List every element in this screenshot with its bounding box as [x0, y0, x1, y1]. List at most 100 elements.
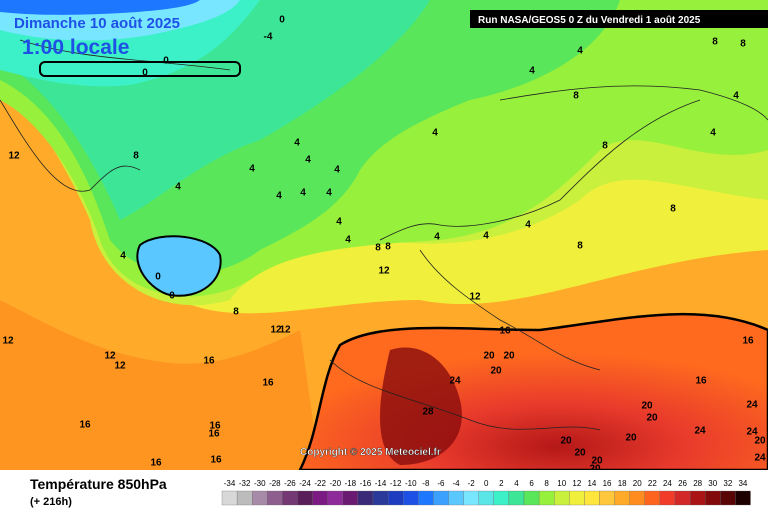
contour-label: 8 [740, 39, 746, 50]
contour-label: 4 [305, 155, 311, 166]
copyright: Copyright © 2025 Meteociel.fr [300, 447, 441, 458]
scale-label: -2 [468, 479, 476, 488]
contour-label: 16 [209, 421, 221, 432]
scale-label: -10 [405, 479, 417, 488]
scale-label: -4 [452, 479, 460, 488]
scale-swatch [448, 490, 464, 506]
contour-label: 8 [375, 243, 381, 254]
scale-label: 4 [514, 479, 519, 488]
scale-swatch [312, 490, 328, 506]
contour-label: 20 [641, 401, 653, 412]
contour-label: 8 [233, 307, 239, 318]
contour-label: 8 [573, 91, 579, 102]
contour-label: 16 [499, 326, 511, 337]
contour-label: -4 [264, 32, 273, 43]
contour-label: 20 [560, 436, 572, 447]
scale-label: -34 [224, 479, 236, 488]
contour-label: 16 [79, 420, 91, 431]
scale-swatch [493, 490, 510, 506]
contour-label: 4 [276, 191, 282, 202]
field-title: Température 850hPa [30, 476, 167, 492]
contour-label: 20 [625, 433, 637, 444]
contour-label: 24 [754, 453, 766, 464]
contour-label: 4 [336, 217, 342, 228]
scale-label: 2 [499, 479, 504, 488]
scale-label: 18 [618, 479, 627, 488]
contour-label: 16 [262, 378, 274, 389]
contour-label: 20 [591, 456, 603, 467]
scale-swatch [252, 490, 268, 506]
scale-label: -28 [269, 479, 281, 488]
scale-swatch [644, 490, 661, 506]
contour-label: 12 [8, 151, 20, 162]
scale-swatch [720, 490, 736, 506]
scale-swatch [433, 490, 449, 506]
scale-swatch [403, 490, 419, 506]
scale-label: 34 [738, 479, 747, 488]
contour-label: 4 [577, 46, 583, 57]
contour-label: 4 [710, 128, 716, 139]
contour-label: 8 [712, 37, 718, 48]
forecast-time: 1:00 locale [22, 36, 129, 59]
contour-label: 24 [449, 376, 461, 387]
scale-label: 16 [603, 479, 612, 488]
scale-swatch [674, 490, 691, 506]
scale-swatch [387, 490, 404, 506]
scale-swatch [297, 490, 313, 506]
scale-label: -8 [422, 479, 430, 488]
contour-label: 4 [175, 182, 181, 193]
scale-swatch [418, 490, 434, 506]
contour-label: 12 [114, 361, 126, 372]
color-scale: -34 -32 -30 -28 -26 -24 -22 -20 -18 -16 -14 -12 -10-… [221, 479, 751, 506]
scale-label: 26 [678, 479, 687, 488]
contour-label: 16 [203, 356, 215, 367]
scale-swatch [689, 490, 706, 506]
scale-swatch [554, 490, 570, 506]
contour-label: 0 [169, 291, 175, 302]
contour-label: 12 [270, 325, 282, 336]
lead-time: (+ 216h) [30, 496, 72, 508]
contour-label: 12 [279, 325, 291, 336]
contour-label: 0 [163, 56, 169, 67]
contour-label: 20 [754, 436, 766, 447]
scale-label: -18 [345, 479, 357, 488]
scale-label: 10 [557, 479, 566, 488]
contour-label: 4 [300, 188, 306, 199]
contour-label: 4 [434, 232, 440, 243]
contour-label: 20 [574, 448, 586, 459]
contour-label: 4 [345, 235, 351, 246]
scale-label: -30 [254, 479, 266, 488]
scale-label: 28 [693, 479, 702, 488]
scale-label: -6 [437, 479, 445, 488]
scale-label: 14 [587, 479, 596, 488]
contour-label: 16 [695, 376, 707, 387]
contour-label: 16 [210, 455, 222, 466]
contour-label: 4 [294, 138, 300, 149]
scale-swatch [327, 490, 343, 506]
scale-label: 24 [663, 479, 672, 488]
scale-label: -26 [284, 479, 296, 488]
contour-label: 4 [334, 165, 340, 176]
scale-swatch [705, 490, 721, 506]
contour-label: 0 [155, 272, 161, 283]
contour-label: 4 [525, 220, 531, 231]
contour-label: 0 [142, 68, 148, 79]
scale-label: 8 [544, 479, 549, 488]
contour-label: 0 [279, 15, 285, 26]
contour-label: 20 [646, 413, 658, 424]
scale-swatch [236, 490, 253, 506]
scale-label: 6 [529, 479, 534, 488]
contour-label: 20 [483, 351, 495, 362]
contour-label: 20 [503, 351, 515, 362]
scale-swatch [463, 490, 479, 506]
contour-label: 8 [133, 151, 139, 162]
contour-label: 16 [150, 458, 162, 469]
scale-label: -24 [299, 479, 311, 488]
scale-swatch [538, 490, 555, 506]
run-info: Run NASA/GEOS5 0 Z du Vendredi 1 août 20… [478, 15, 701, 26]
contour-label: 8 [385, 242, 391, 253]
scale-swatch [508, 490, 525, 506]
scale-label: 12 [572, 479, 581, 488]
